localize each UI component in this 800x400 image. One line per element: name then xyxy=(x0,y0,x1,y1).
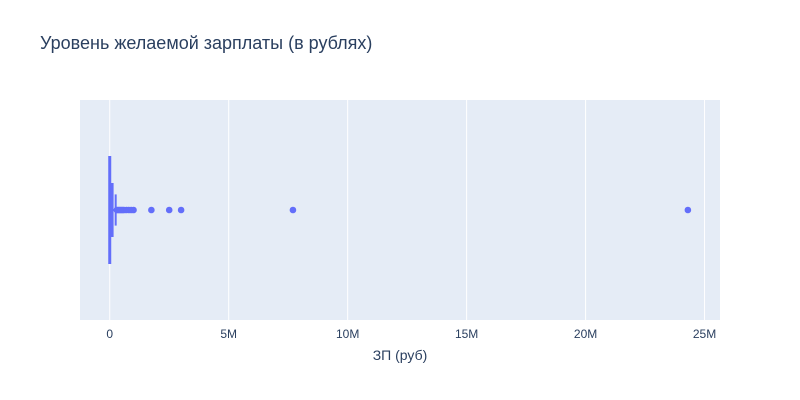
outlier-point xyxy=(148,206,155,214)
x-tick-label: 25M xyxy=(693,327,716,341)
x-tick-label: 10M xyxy=(336,327,359,341)
plot-background xyxy=(80,100,720,320)
outlier-point xyxy=(289,206,297,214)
x-tick-label: 5M xyxy=(220,327,237,341)
outlier-point xyxy=(165,206,173,214)
box-series xyxy=(108,156,692,264)
chart-title: Уровень желаемой зарплаты (в рублях) xyxy=(40,33,373,53)
outlier-point xyxy=(177,206,185,214)
x-tick-label: 0 xyxy=(106,327,113,341)
outlier-point xyxy=(684,206,692,214)
x-tick-label: 20M xyxy=(574,327,597,341)
x-tick-labels: 0 5M 10M 15M 20M 25M xyxy=(106,327,716,341)
x-tick-label: 15M xyxy=(455,327,478,341)
x-axis-title: ЗП (руб) xyxy=(373,347,428,363)
outlier-point xyxy=(130,206,137,214)
